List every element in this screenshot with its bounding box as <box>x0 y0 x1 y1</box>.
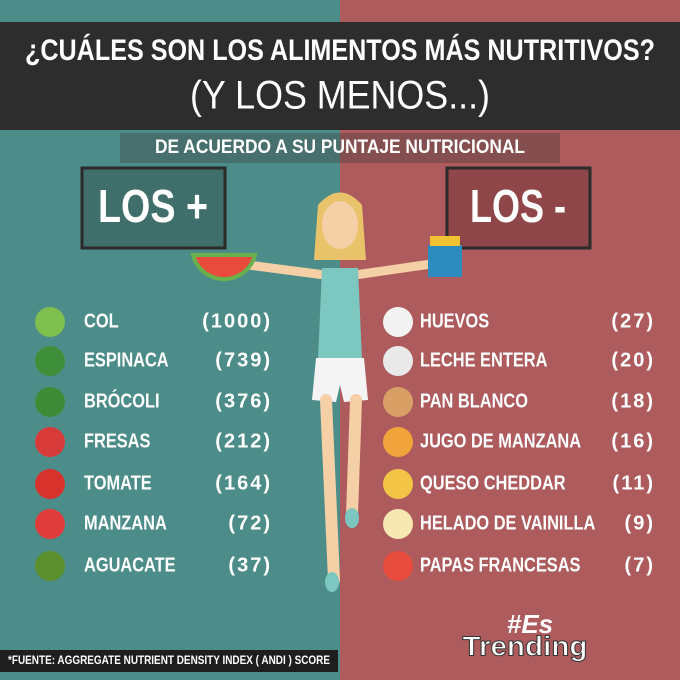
food-icon <box>35 509 65 539</box>
food-icon <box>35 387 65 417</box>
logo-bottom: Trending <box>463 630 588 661</box>
food-score: (11) <box>613 472 655 494</box>
food-name: QUESO CHEDDAR <box>420 471 566 494</box>
food-name: BRÓCOLI <box>84 389 160 412</box>
food-icon <box>35 346 65 376</box>
food-name: ESPINACA <box>84 348 169 371</box>
food-score: (27) <box>611 310 655 332</box>
food-score: (20) <box>611 349 655 371</box>
food-score: (9) <box>625 512 655 534</box>
food-score: (739) <box>215 349 272 371</box>
food-score: (72) <box>228 512 272 534</box>
food-icon <box>383 346 413 376</box>
food-icon <box>35 469 65 499</box>
food-score: (212) <box>215 430 272 452</box>
food-score: (18) <box>611 390 655 412</box>
food-score: (7) <box>625 554 655 576</box>
food-name: PAPAS FRANCESAS <box>420 553 580 576</box>
food-name: FRESAS <box>84 429 150 452</box>
food-name: JUGO DE MANZANA <box>420 429 581 452</box>
food-name: HELADO DE VAINILLA <box>420 511 595 534</box>
minus-box <box>445 166 592 250</box>
food-icon <box>383 307 413 337</box>
food-name: PAN BLANCO <box>420 389 528 412</box>
title-band <box>0 22 680 130</box>
food-icon <box>383 387 413 417</box>
tagline: DE ACUERDO A SU PUNTAJE NUTRICIONAL <box>155 137 525 158</box>
food-icon <box>35 307 65 337</box>
food-name: AGUACATE <box>84 553 176 576</box>
food-score: (376) <box>215 390 272 412</box>
woman-illustration <box>190 192 462 592</box>
food-name: LECHE ENTERA <box>420 348 547 371</box>
food-icon <box>35 427 65 457</box>
food-score: (1000) <box>202 310 272 332</box>
food-icon <box>383 427 413 457</box>
food-name: COL <box>84 309 119 332</box>
food-icon <box>383 509 413 539</box>
food-score: (37) <box>228 554 272 576</box>
food-icon <box>383 469 413 499</box>
source: *FUENTE: AGGREGATE NUTRIENT DENSITY INDE… <box>8 653 330 667</box>
minus-heading: LOS - <box>470 180 566 232</box>
plus-box <box>80 166 227 250</box>
food-score: (16) <box>611 430 655 452</box>
food-name: TOMATE <box>84 471 152 494</box>
food-name: MANZANA <box>84 511 167 534</box>
logo-top: #Es <box>507 609 553 639</box>
food-score: (164) <box>215 472 272 494</box>
food-icon <box>383 551 413 581</box>
source-band <box>0 650 338 672</box>
title: ¿CUÁLES SON LOS ALIMENTOS MÁS NUTRITIVOS… <box>25 33 655 67</box>
food-name: HUEVOS <box>420 309 489 332</box>
plus-heading: LOS + <box>98 180 208 232</box>
food-icon <box>35 551 65 581</box>
tagline-band <box>120 133 560 163</box>
subtitle: (Y LOS MENOS...) <box>190 74 490 118</box>
